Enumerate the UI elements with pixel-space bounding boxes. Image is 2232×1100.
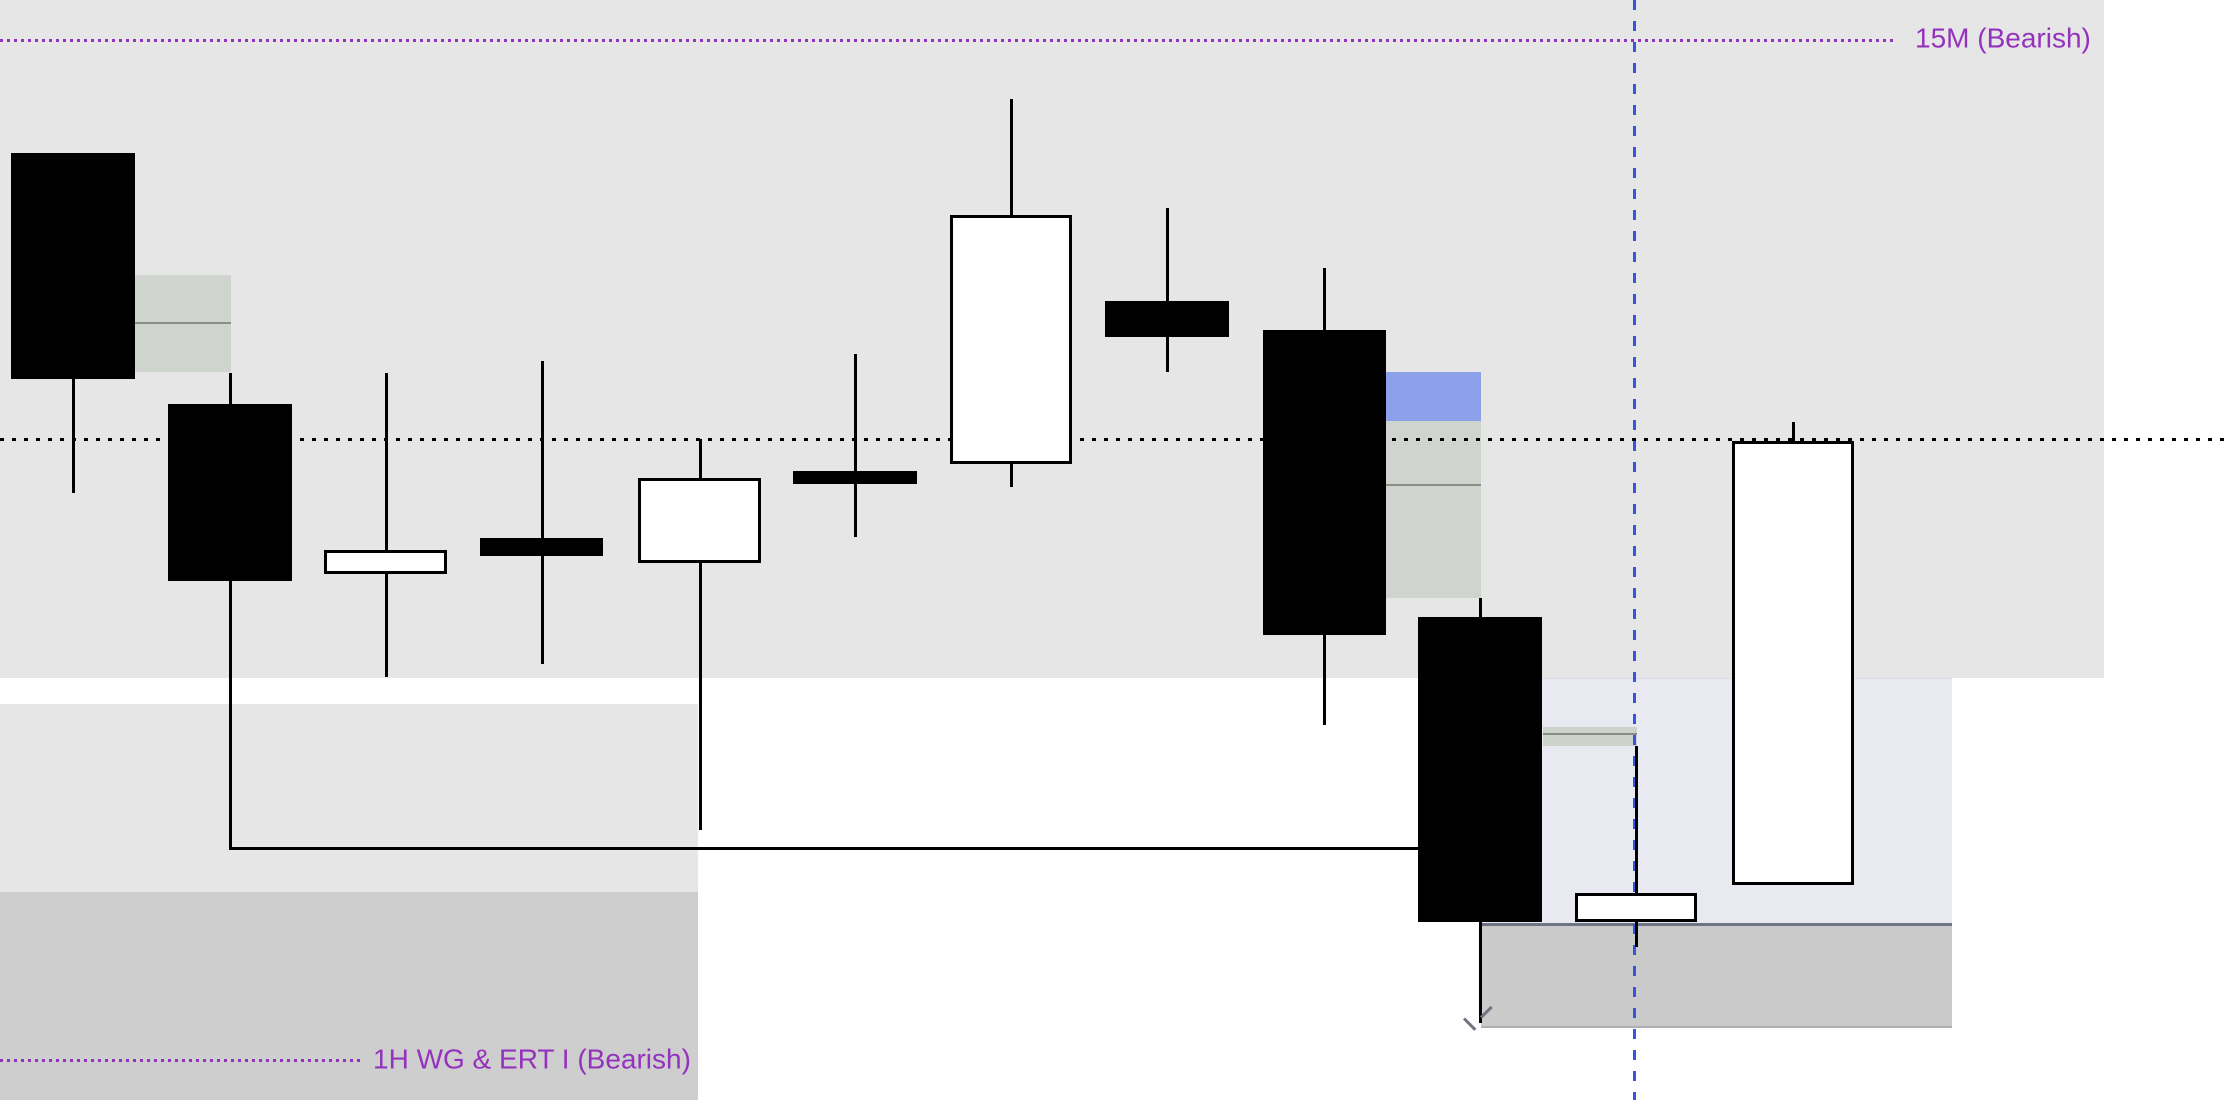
candle-2-wick (229, 373, 232, 847)
zone-mid-gray-green-divider (1386, 484, 1481, 486)
zone-left-gray-green-divider (135, 322, 231, 324)
zone-left-gray-green[interactable] (135, 275, 231, 372)
candle-8-body (1105, 301, 1229, 337)
candle-6-body (793, 471, 917, 484)
zone-blue-zone[interactable] (1386, 372, 1481, 421)
purple-dotted-line-top[interactable] (0, 39, 1897, 42)
candle-9-body (1263, 330, 1386, 635)
candle-2-body (168, 404, 292, 581)
zone-small-gray-green[interactable] (1543, 727, 1637, 746)
price-dotted-line[interactable] (0, 438, 2232, 441)
region-mid-left-gray (0, 704, 698, 892)
region-bottom-right-gray (1481, 923, 1952, 1028)
candle-10-body (1418, 617, 1542, 922)
candle-7-body (950, 215, 1072, 464)
wick-end-arrow-left (1462, 1017, 1477, 1031)
region-bottom-left-gray (0, 892, 698, 1100)
zone-mid-gray-green[interactable] (1386, 421, 1481, 598)
liquidity-line[interactable] (229, 847, 1418, 850)
candle-6-wick (854, 354, 857, 537)
candle-4-wick (541, 361, 544, 664)
region-right-lavender (1481, 678, 1952, 924)
candle-5-wick (699, 439, 702, 830)
zone-small-gray-green-divider (1543, 733, 1637, 735)
blue-dashed-vertical-line[interactable] (1633, 0, 1636, 1100)
candle-12-body (1732, 441, 1854, 885)
candle-1-body (11, 153, 135, 379)
candle-11-body (1575, 893, 1697, 922)
candle-3-body (324, 550, 447, 574)
candle-5-body (638, 478, 761, 563)
candle-4-body (480, 538, 603, 556)
timeframe-label-15m[interactable]: 15M (Bearish) (1915, 22, 2091, 54)
purple-dotted-line-bottom[interactable] (0, 1059, 360, 1062)
candle-3-wick (385, 373, 388, 677)
timeframe-label-1h-wg-ert[interactable]: 1H WG & ERT I (Bearish) (373, 1043, 691, 1075)
candle-8-wick (1166, 208, 1169, 372)
candle-11-wick (1635, 746, 1638, 947)
